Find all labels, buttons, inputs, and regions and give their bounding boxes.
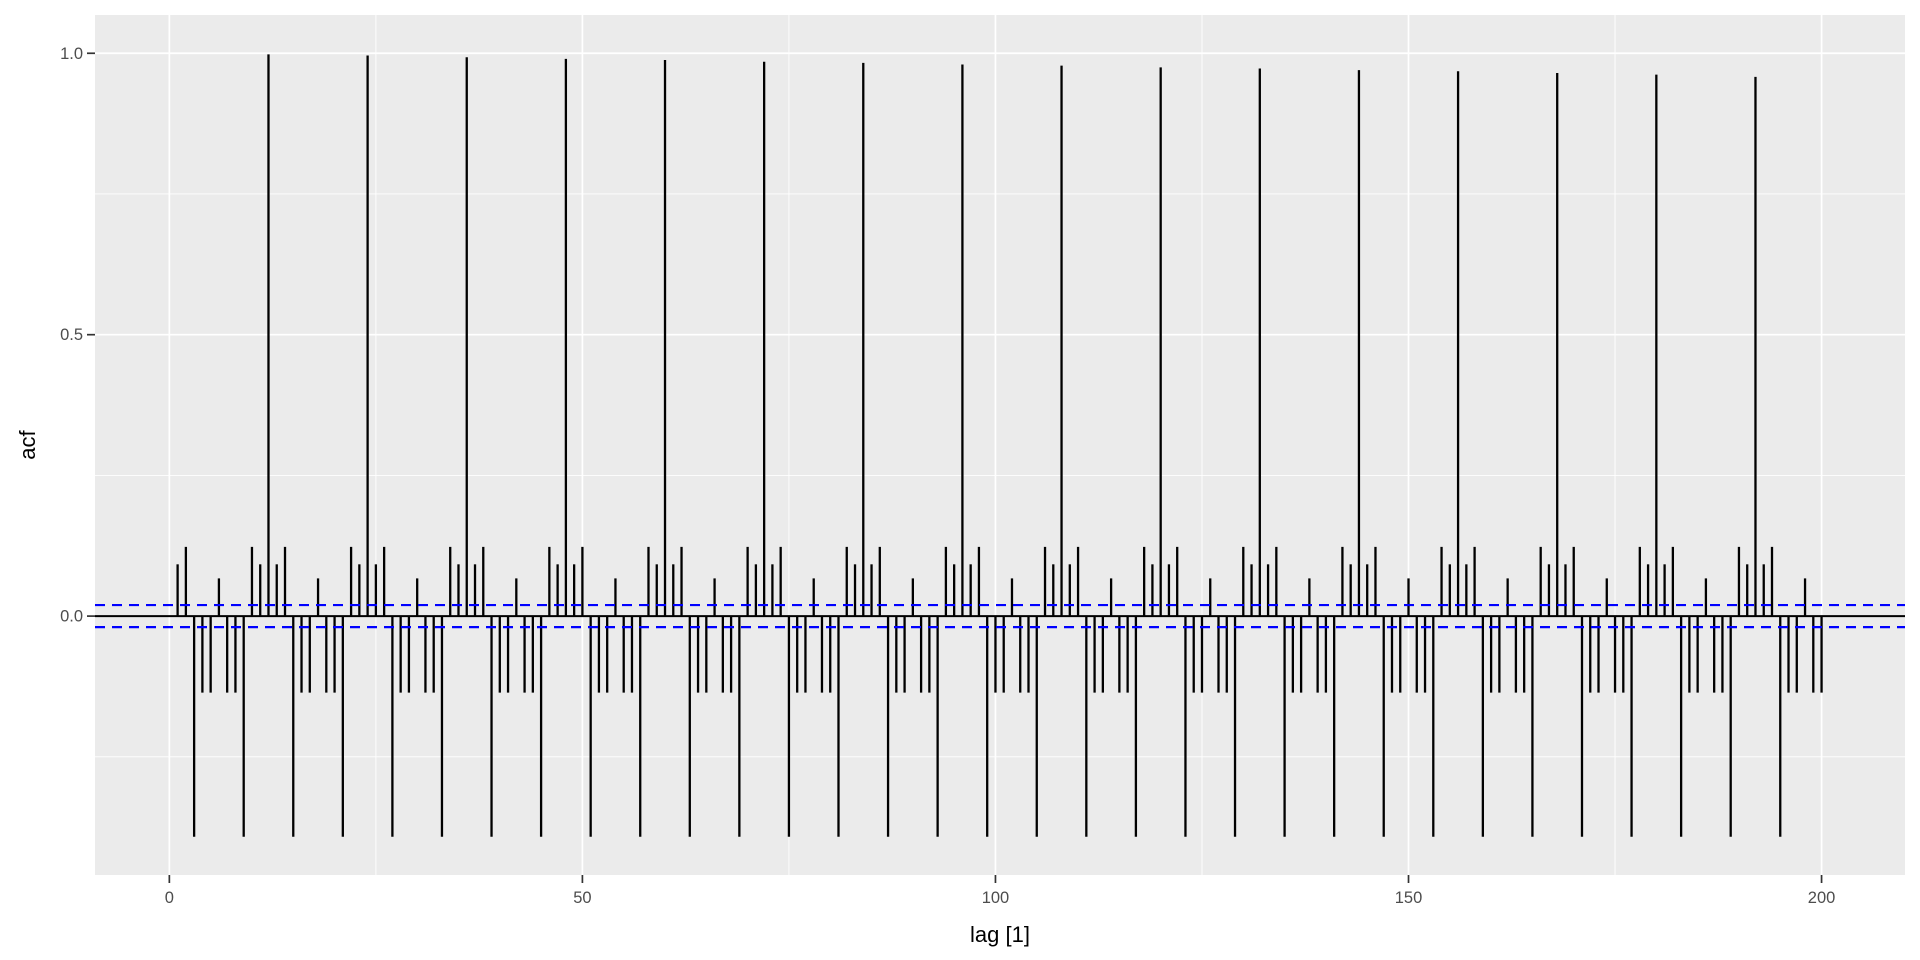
plot-panel: [95, 15, 1905, 875]
x-tick-label: 100: [982, 889, 1010, 907]
x-axis-title: lag [1]: [970, 922, 1030, 947]
y-axis-title: acf: [15, 430, 40, 460]
y-tick-label: 0.5: [60, 326, 83, 344]
x-tick-label: 150: [1395, 889, 1423, 907]
y-tick-label: 0.0: [60, 608, 83, 626]
x-tick-label: 0: [165, 889, 174, 907]
x-tick-label: 200: [1808, 889, 1836, 907]
y-tick-label: 1.0: [60, 45, 83, 63]
x-tick-label: 50: [573, 889, 591, 907]
